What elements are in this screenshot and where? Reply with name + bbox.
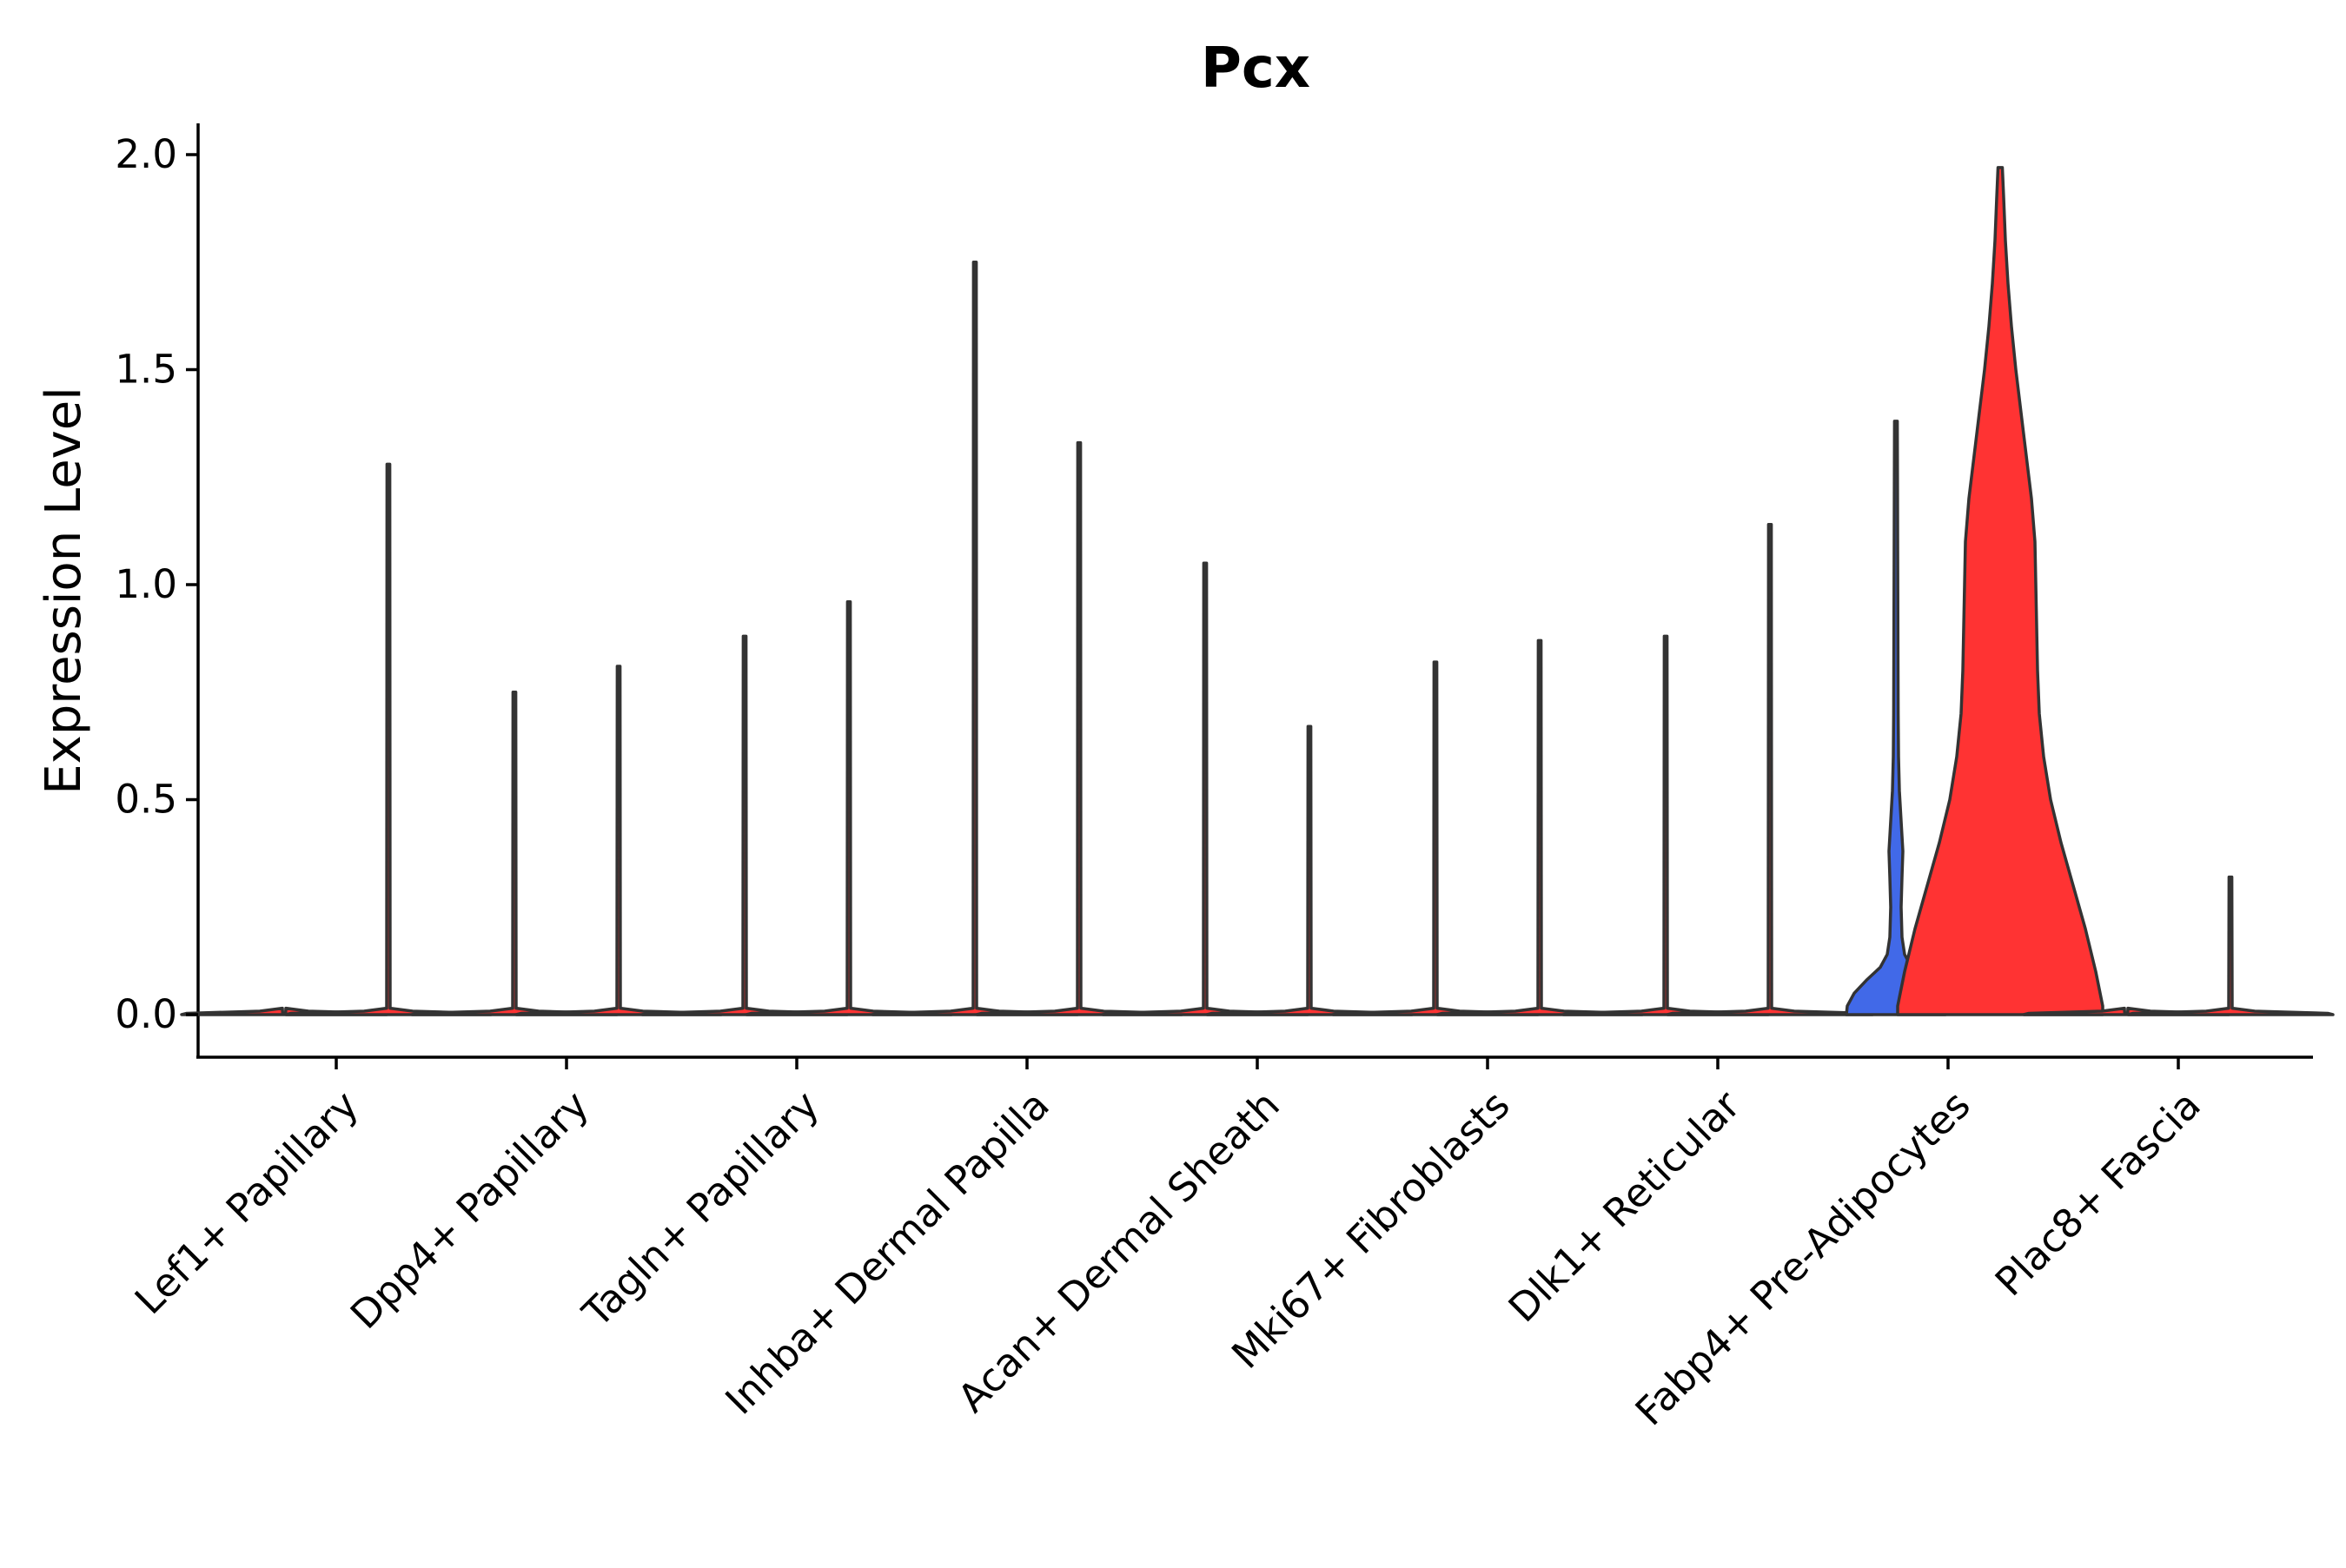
- y-tick-label: 0.0: [115, 991, 177, 1037]
- violin-left-4: [1101, 561, 1309, 1016]
- violin-right-6: [1666, 522, 1874, 1016]
- violin-left-7: [1845, 420, 1947, 1016]
- x-tick-label: Dlk1+ Reticular: [1500, 1082, 1749, 1331]
- violin-right-0: [284, 462, 493, 1016]
- violin-right-7: [1896, 166, 2104, 1016]
- x-tick-label: Lef1+ Papillary: [126, 1082, 368, 1323]
- x-tick-label: Dpp4+ Papillary: [341, 1082, 598, 1338]
- y-axis-label: Expression Level: [36, 387, 92, 795]
- y-tick-label: 1.0: [115, 561, 177, 607]
- violin-left-3: [871, 261, 1079, 1016]
- violin-right-4: [1205, 724, 1414, 1016]
- axes: [196, 123, 2313, 1059]
- violin-right-5: [1435, 638, 1644, 1016]
- y-axis-ticks: 0.0 0.5 1.0 1.5 2.0: [115, 131, 198, 1037]
- violin-right-2: [745, 600, 953, 1016]
- x-tick-label: Tagln+ Papillary: [573, 1082, 828, 1336]
- y-tick-label: 2.0: [115, 131, 177, 177]
- violin-left-2: [640, 634, 849, 1016]
- x-tick-label: Plac8+ Fascia: [1986, 1082, 2210, 1305]
- violin-right-1: [514, 665, 723, 1016]
- violin-left-1: [410, 691, 619, 1016]
- violin-right-3: [975, 440, 1183, 1016]
- violin-left-6: [1561, 634, 1770, 1016]
- violins: [180, 166, 2335, 1016]
- violin-right-8: [2126, 875, 2335, 1016]
- violin-left-5: [1331, 660, 1540, 1016]
- chart-title: Pcx: [1201, 36, 1310, 101]
- y-tick-label: 0.5: [115, 777, 177, 823]
- y-tick-label: 1.5: [115, 347, 177, 393]
